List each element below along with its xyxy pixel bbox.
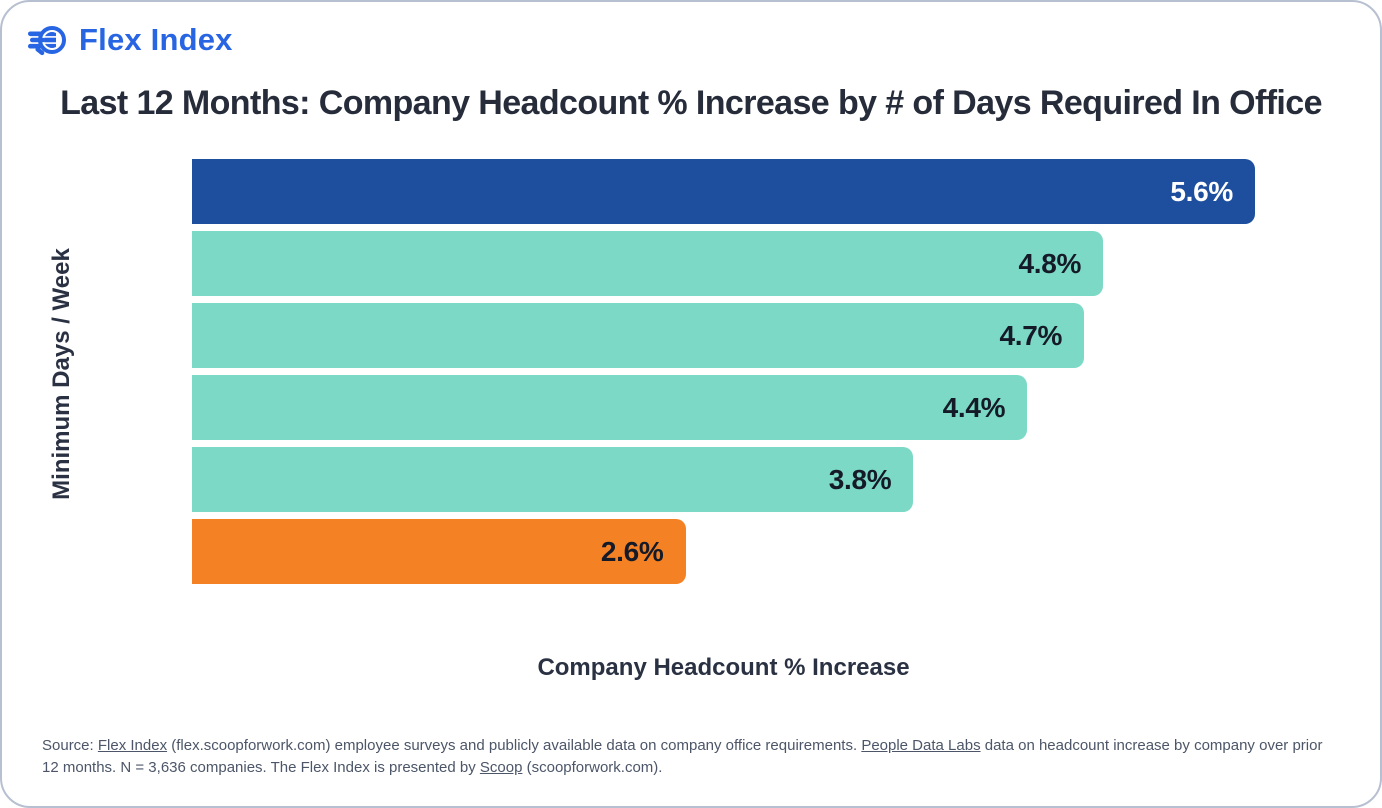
y-axis-label: Minimum Days / Week [48, 248, 75, 500]
bar-value-label: 4.4% [942, 391, 1006, 423]
bar: 4.7% [192, 303, 1085, 368]
flex-index-logo-text: Flex Index [79, 22, 233, 57]
people-data-labs-link[interactable]: People Data Labs [861, 737, 981, 754]
bar-value-label: 3.8% [828, 463, 892, 495]
bar-chart: 5.6% 4.8% 4.7% 4.4% 3.8% 2.6% [192, 159, 1255, 591]
bar: 4.4% [192, 375, 1028, 440]
source-footnote: Source: Flex Index (flex.scoopforwork.co… [42, 735, 1334, 779]
source-text: (scoopforwork.com). [522, 759, 663, 776]
scoop-link[interactable]: Scoop [479, 759, 523, 776]
chart-title: Last 12 Months: Company Headcount % Incr… [60, 84, 1322, 122]
bar: 5.6% [192, 159, 1255, 224]
flex-index-logo-icon [28, 26, 66, 56]
x-axis-label: Company Headcount % Increase [537, 654, 910, 681]
bar: 2.6% [192, 519, 686, 584]
flex-index-logo: Flex Index [28, 20, 233, 60]
bar: 4.8% [192, 231, 1104, 296]
bar-value-label: 2.6% [600, 535, 664, 567]
source-text: data on headcount increase by company ov… [42, 737, 1323, 776]
bar-value-label: 4.7% [999, 319, 1063, 351]
source-text: (flex.scoopforwork.com) employee surveys… [167, 737, 862, 754]
bar-value-label: 4.8% [1018, 247, 1082, 279]
bar-value-label: 5.6% [1170, 175, 1233, 207]
bar: 3.8% [192, 447, 914, 512]
source-text: Source: [42, 737, 98, 754]
flex-index-link[interactable]: Flex Index [97, 737, 168, 754]
